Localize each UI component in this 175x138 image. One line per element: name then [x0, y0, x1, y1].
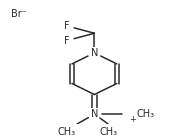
Text: F: F — [64, 36, 70, 46]
Text: N: N — [91, 48, 98, 58]
Text: CH₃: CH₃ — [99, 127, 117, 137]
Text: Br⁻: Br⁻ — [11, 9, 27, 19]
Text: +: + — [129, 115, 136, 124]
Text: N: N — [91, 109, 98, 119]
Text: F: F — [64, 21, 70, 31]
Text: CH₃: CH₃ — [136, 109, 155, 119]
Text: CH₃: CH₃ — [58, 127, 76, 137]
